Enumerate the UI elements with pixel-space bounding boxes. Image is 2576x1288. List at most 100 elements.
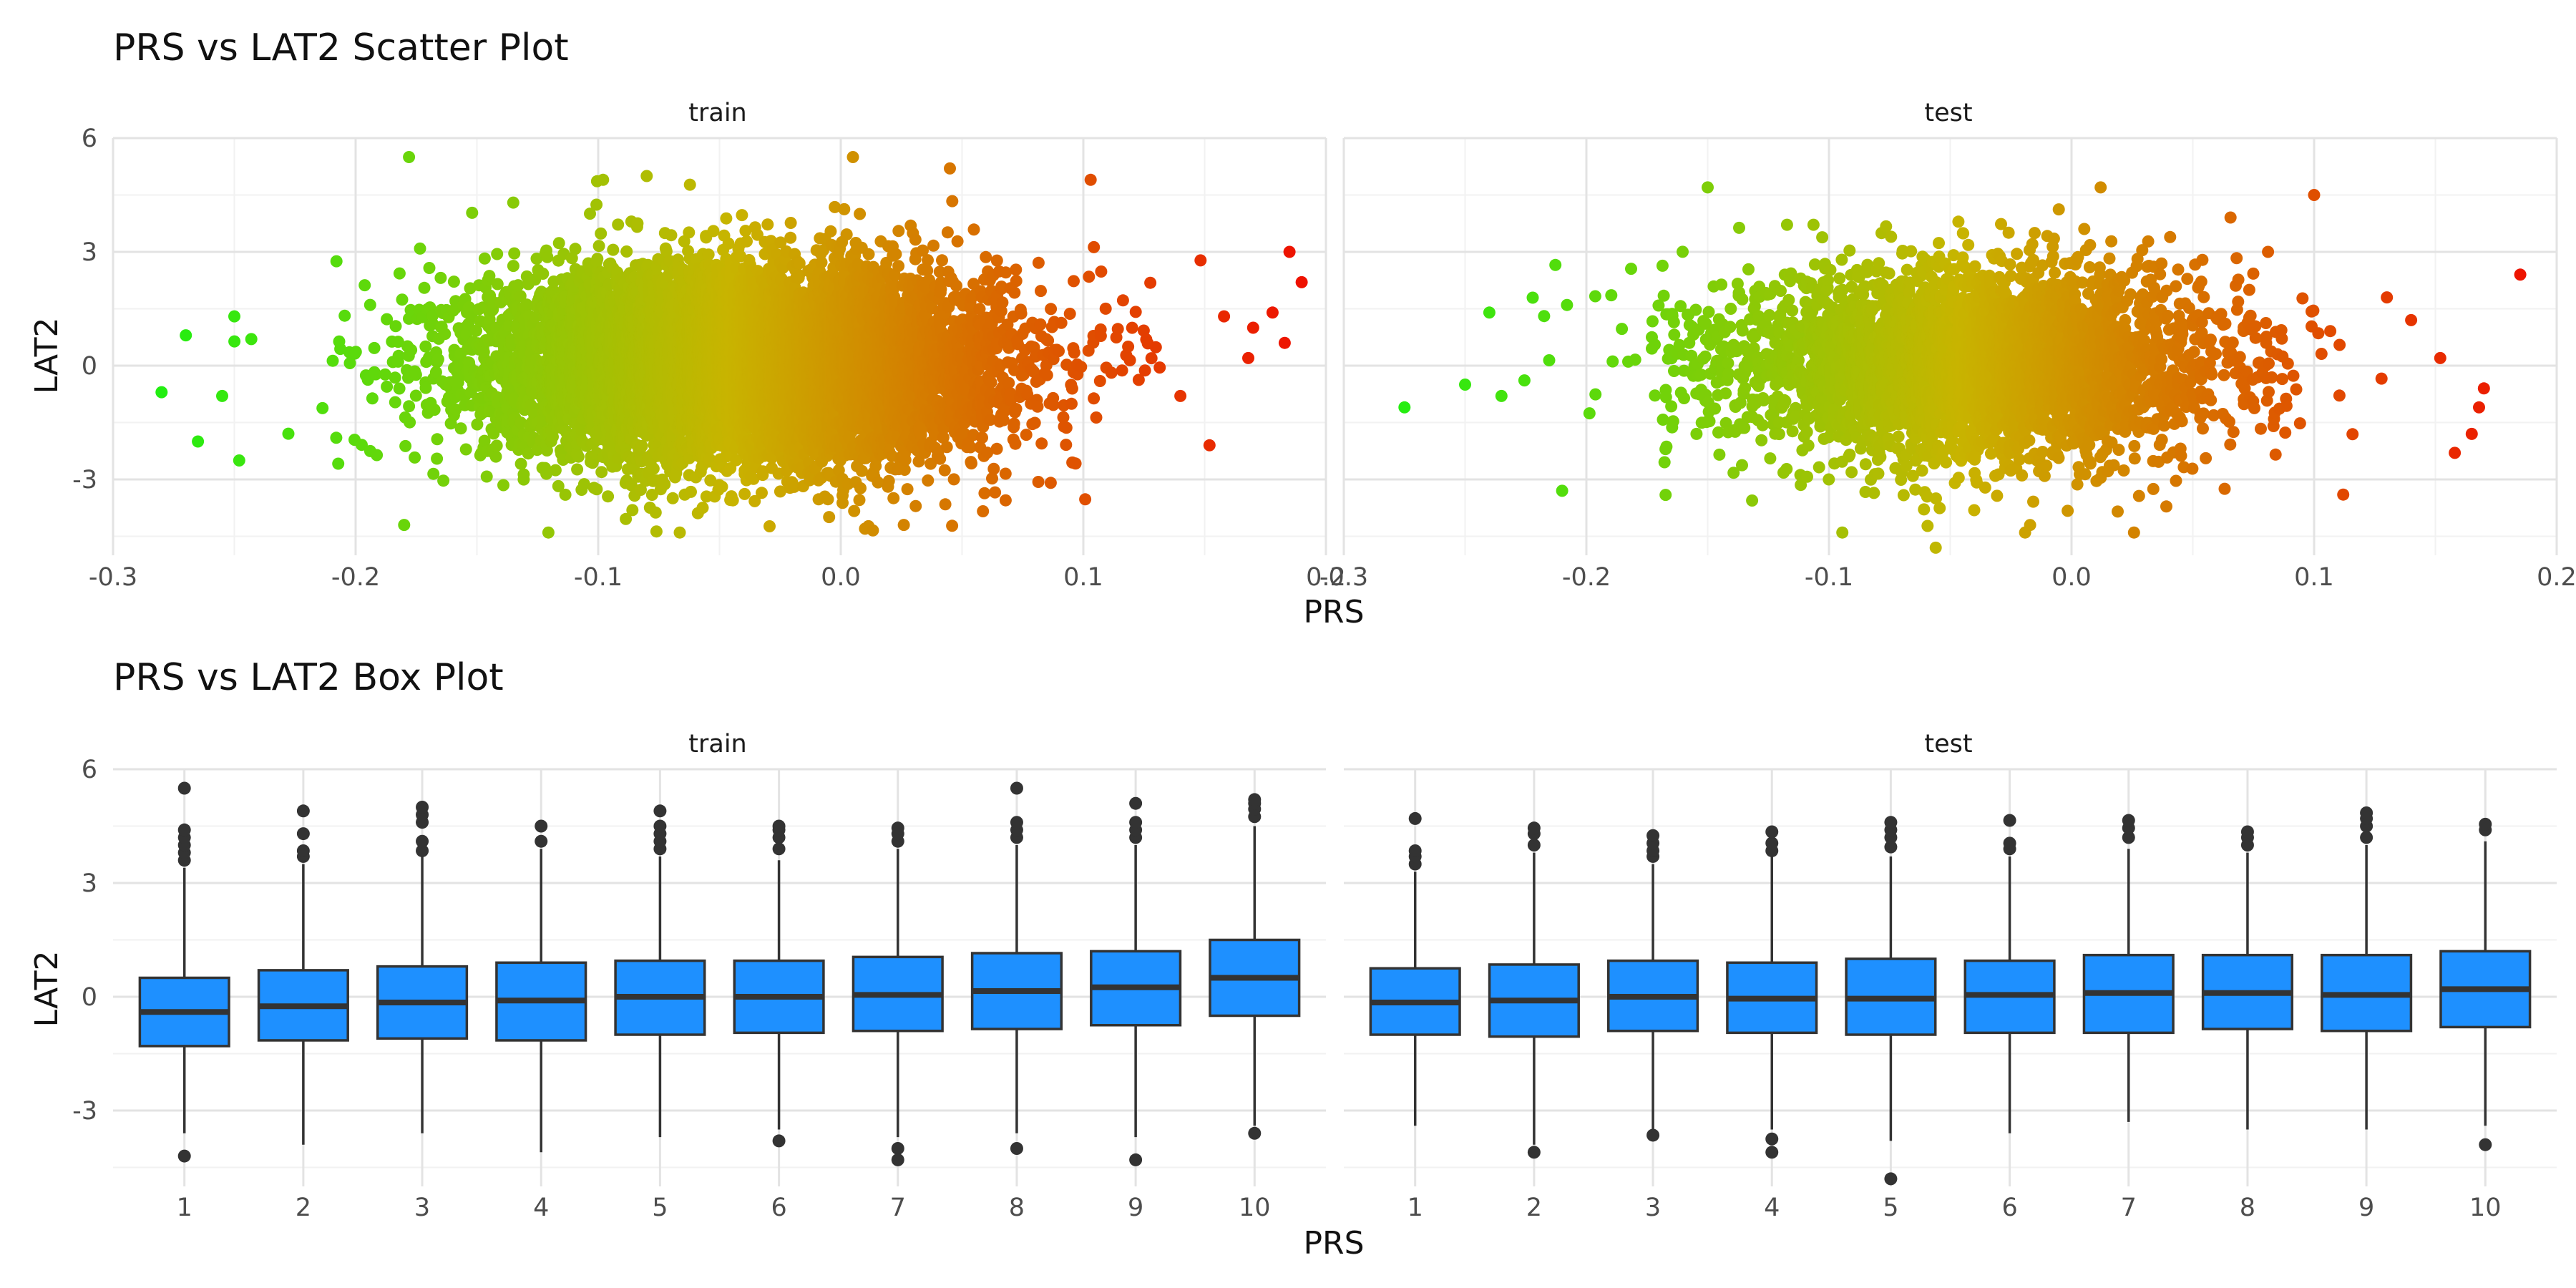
scatter-point xyxy=(549,464,562,477)
scatter-point xyxy=(449,403,462,416)
scatter-point xyxy=(180,329,192,342)
scatter-point xyxy=(491,278,504,291)
scatter-point xyxy=(245,333,258,346)
scatter-point xyxy=(607,243,620,256)
scatter-point xyxy=(487,427,500,440)
scatter-point xyxy=(602,490,615,503)
scatter-point xyxy=(520,298,533,311)
x-tick-label: 0.2 xyxy=(1306,563,1346,592)
scatter-point xyxy=(683,178,696,191)
scatter-point xyxy=(414,242,426,255)
scatter-point xyxy=(419,381,432,394)
scatter-point xyxy=(389,396,401,409)
scatter-point xyxy=(590,483,603,496)
scatter-point xyxy=(418,281,431,294)
scatter-point xyxy=(470,324,482,337)
scatter-point xyxy=(683,226,696,239)
scatter-point xyxy=(192,435,205,448)
scatter-point xyxy=(428,404,441,416)
scatter-point xyxy=(393,382,406,395)
scatter-point xyxy=(595,466,608,479)
scatter-point xyxy=(640,170,653,182)
scatter-point xyxy=(364,298,376,311)
scatter-point xyxy=(512,279,525,292)
scatter-point xyxy=(404,416,416,429)
scatter-point xyxy=(552,237,565,250)
scatter-strip-train: train xyxy=(688,99,746,127)
scatter-point xyxy=(696,502,709,514)
scatter-point xyxy=(233,454,245,467)
scatter-point xyxy=(403,151,416,163)
scatter-point xyxy=(429,366,442,379)
scatter-title: PRS vs LAT2 Scatter Plot xyxy=(113,26,569,69)
scatter-point xyxy=(726,494,739,507)
scatter-point xyxy=(427,467,440,480)
scatter-point xyxy=(409,369,422,381)
scatter-point xyxy=(330,431,343,444)
scatter-point xyxy=(405,343,418,356)
scatter-point xyxy=(431,433,444,446)
scatter-point xyxy=(371,449,384,462)
scatter-point xyxy=(431,452,444,465)
scatter-point xyxy=(716,480,728,493)
scatter-point xyxy=(431,353,444,366)
x-tick-label: 0.0 xyxy=(821,563,861,592)
scatter-point xyxy=(647,462,660,475)
scatter-point xyxy=(343,357,356,369)
scatter-x-axis-label: PRS xyxy=(1303,594,1364,630)
scatter-point xyxy=(228,310,240,323)
scatter-point xyxy=(736,209,748,222)
x-tick-label: -0.3 xyxy=(89,563,137,592)
scatter-point xyxy=(447,275,460,288)
scatter-point xyxy=(685,485,697,498)
scatter-point xyxy=(460,328,473,341)
y-tick-label: 3 xyxy=(82,238,97,267)
scatter-point xyxy=(454,422,467,435)
scatter-point xyxy=(389,371,401,384)
scatter-point xyxy=(459,443,472,456)
scatter-point xyxy=(419,340,432,353)
scatter-point xyxy=(155,386,168,399)
scatter-point xyxy=(547,431,559,443)
scatter-point xyxy=(368,341,381,354)
scatter-points xyxy=(155,151,1308,539)
scatter-point xyxy=(338,309,351,322)
scatter-point xyxy=(542,526,555,539)
scatter-point xyxy=(471,418,484,431)
scatter-point xyxy=(392,349,405,362)
scatter-point xyxy=(437,474,450,487)
scatter-point xyxy=(591,253,604,265)
scatter-point xyxy=(741,235,753,248)
scatter-point xyxy=(439,328,452,341)
scatter-point xyxy=(590,198,603,211)
scatter-point xyxy=(391,336,404,348)
scatter-point xyxy=(665,229,678,242)
scatter-point xyxy=(393,267,406,280)
scatter-point xyxy=(381,380,394,393)
y-tick-label: -3 xyxy=(72,466,97,494)
scatter-point xyxy=(507,260,519,273)
scatter-point xyxy=(316,401,329,414)
scatter-point xyxy=(332,457,345,470)
scatter-point xyxy=(650,525,663,538)
scatter-point xyxy=(571,463,584,476)
y-tick-label: 0 xyxy=(82,352,97,381)
scatter-point xyxy=(399,439,412,452)
scatter-point xyxy=(478,252,491,265)
scatter-point xyxy=(423,262,436,274)
scatter-point xyxy=(349,346,362,358)
scatter-point xyxy=(635,439,648,452)
scatter-point xyxy=(404,303,417,316)
scatter-point xyxy=(738,487,751,500)
scatter-point xyxy=(541,250,554,263)
scatter-point xyxy=(569,243,582,255)
scatter-point xyxy=(409,451,421,464)
scatter-point xyxy=(483,270,496,283)
x-tick-label: 0.1 xyxy=(1063,563,1103,592)
scatter-point xyxy=(228,335,241,348)
scatter-point xyxy=(389,320,402,333)
scatter-point xyxy=(497,479,509,492)
scatter-point xyxy=(530,253,543,265)
